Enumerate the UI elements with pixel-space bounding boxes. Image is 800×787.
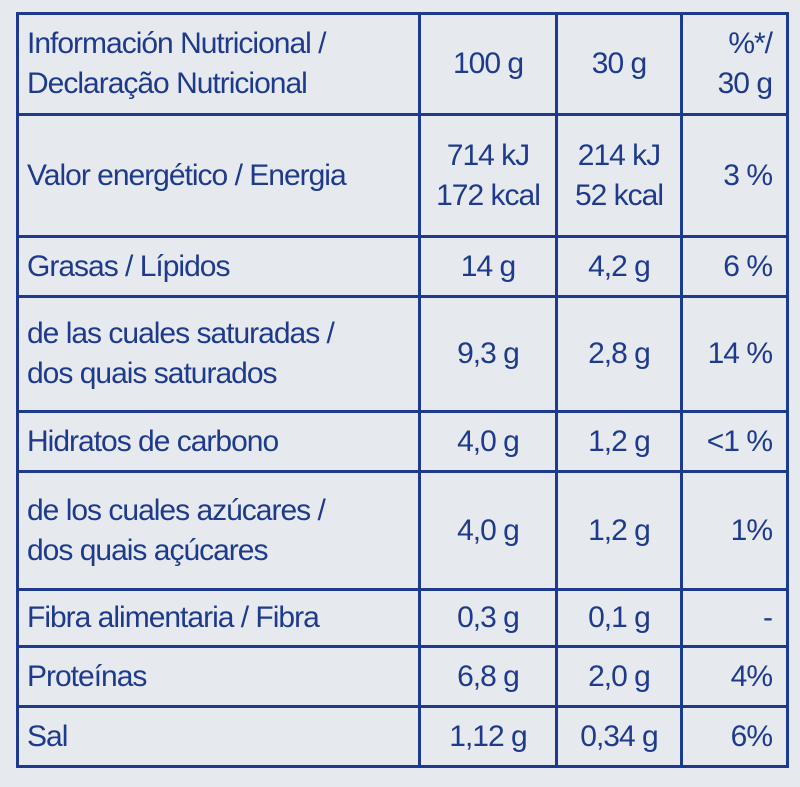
cell-line: 1,2 g: [588, 424, 651, 458]
value-cell: 3 %: [680, 113, 789, 238]
value-cell: 6 %: [680, 235, 789, 298]
cell-line: Declaração Nutricional: [27, 67, 308, 100]
cell-line: 52 kcal: [574, 178, 664, 212]
cell-line: 6,8 g: [457, 659, 520, 693]
value-cell: 30 g: [555, 12, 683, 116]
cell-line: <1 %: [706, 424, 773, 458]
cell-line: 3 %: [723, 158, 773, 192]
cell-line: 2,8 g: [588, 337, 651, 370]
nutrient-row: Grasas / Lípidos 14 g 4,2 g 6 %: [16, 235, 789, 298]
cell-line: 4,2 g: [588, 249, 651, 283]
cell-line: 1,2 g: [588, 513, 651, 547]
value-cell: -: [680, 588, 789, 648]
label-cell: Información Nutricional / Declaração Nutr…: [16, 12, 421, 116]
value-cell: 4,0 g: [418, 410, 558, 473]
value-cell: %*/ 30 g: [680, 12, 789, 116]
nutrient-row: Fibra alimentaria / Fibra 0,3 g 0,1 g -: [16, 588, 789, 648]
cell-line: 714 kJ: [446, 138, 530, 172]
cell-line: 1,12 g: [449, 719, 527, 753]
value-cell: 0,34 g: [555, 705, 683, 768]
cell-line: Grasas / Lípidos: [27, 249, 230, 283]
cell-line: 14 g: [460, 249, 516, 283]
cell-line: 100 g: [452, 47, 524, 80]
value-cell: 1,12 g: [418, 705, 558, 768]
cell-line: 30 g: [591, 47, 647, 80]
cell-line: 4%: [730, 659, 773, 693]
label-cell: Grasas / Lípidos: [16, 235, 421, 298]
cell-line: Sal: [27, 719, 68, 753]
value-cell: 14 g: [418, 235, 558, 298]
cell-line: Hidratos de carbono: [27, 424, 279, 458]
nutrient-row: Hidratos de carbono 4,0 g 1,2 g <1 %: [16, 410, 789, 473]
cell-line: 2,0 g: [588, 659, 651, 693]
value-cell: 6%: [680, 705, 789, 768]
cell-line: Proteínas: [27, 659, 147, 693]
cell-line: 4,0 g: [457, 513, 520, 547]
cell-line: 6 %: [723, 249, 773, 283]
cell-line: 1%: [730, 513, 773, 547]
label-cell: Valor energético / Energia: [16, 113, 421, 238]
value-cell: 6,8 g: [418, 645, 558, 708]
value-cell: 1%: [680, 470, 789, 591]
cell-line: Fibra alimentaria / Fibra: [27, 601, 320, 634]
nutrition-table: Información Nutricional / Declaração Nutr…: [16, 12, 789, 768]
label-cell: de los cuales azúcares / dos quais açúcar…: [16, 470, 421, 591]
value-cell: 714 kJ 172 kcal: [418, 113, 558, 238]
label-cell: Sal: [16, 705, 421, 768]
cell-line: 214 kJ: [577, 138, 661, 172]
value-cell: 9,3 g: [418, 295, 558, 413]
cell-line: -: [763, 601, 773, 634]
cell-line: de los cuales azúcares /: [27, 493, 326, 527]
cell-line: 14 %: [707, 337, 773, 370]
cell-line: 4,0 g: [457, 424, 520, 458]
cell-line: Valor energético / Energia: [27, 158, 347, 192]
value-cell: 2,8 g: [555, 295, 683, 413]
value-cell: 0,3 g: [418, 588, 558, 648]
value-cell: 214 kJ 52 kcal: [555, 113, 683, 238]
nutrient-row: de los cuales azúcares / dos quais açúcar…: [16, 470, 789, 591]
nutrition-panel: Información Nutricional / Declaração Nutr…: [16, 12, 789, 768]
header-row: Información Nutricional / Declaração Nutr…: [16, 12, 789, 116]
label-cell: Fibra alimentaria / Fibra: [16, 588, 421, 648]
nutrient-row: Valor energético / Energia 714 kJ 172 kcal…: [16, 113, 789, 238]
cell-line: 6%: [730, 719, 773, 753]
label-cell: de las cuales saturadas / dos quais satur…: [16, 295, 421, 413]
label-cell: Hidratos de carbono: [16, 410, 421, 473]
cell-line: 0,1 g: [588, 601, 651, 634]
cell-line: 0,34 g: [580, 719, 658, 753]
cell-line: dos quais saturados: [27, 357, 278, 390]
cell-line: dos quais açúcares: [27, 533, 269, 567]
nutrient-row: de las cuales saturadas / dos quais satur…: [16, 295, 789, 413]
value-cell: <1 %: [680, 410, 789, 473]
cell-line: 172 kcal: [436, 178, 541, 212]
value-cell: 100 g: [418, 12, 558, 116]
cell-line: de las cuales saturadas /: [27, 317, 335, 350]
cell-line: 9,3 g: [457, 337, 520, 370]
value-cell: 4,2 g: [555, 235, 683, 298]
value-cell: 1,2 g: [555, 470, 683, 591]
value-cell: 4%: [680, 645, 789, 708]
cell-line: 0,3 g: [457, 601, 520, 634]
nutrient-row: Proteínas 6,8 g 2,0 g 4%: [16, 645, 789, 708]
value-cell: 4,0 g: [418, 470, 558, 591]
value-cell: 14 %: [680, 295, 789, 413]
cell-line: %*/: [728, 27, 773, 60]
label-cell: Proteínas: [16, 645, 421, 708]
value-cell: 1,2 g: [555, 410, 683, 473]
nutrient-row: Sal 1,12 g 0,34 g 6%: [16, 705, 789, 768]
cell-line: Información Nutricional /: [27, 27, 326, 60]
value-cell: 2,0 g: [555, 645, 683, 708]
cell-line: 30 g: [717, 67, 773, 100]
value-cell: 0,1 g: [555, 588, 683, 648]
